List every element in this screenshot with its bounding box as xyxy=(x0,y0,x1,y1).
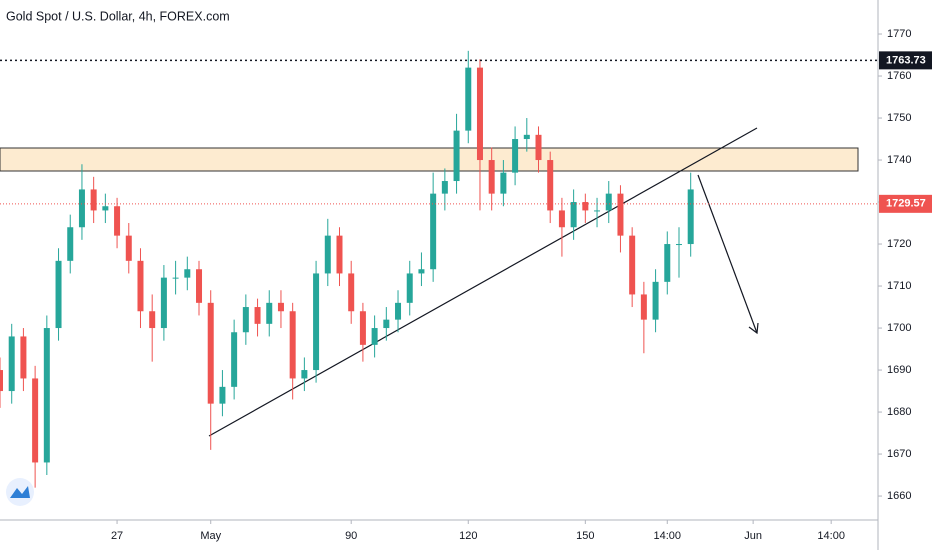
resistance-zone xyxy=(0,147,859,172)
candle-body xyxy=(20,336,27,379)
y-tick-label: 1740 xyxy=(887,154,911,166)
candle-body xyxy=(78,189,85,228)
candle-body xyxy=(476,67,483,161)
candle-body xyxy=(523,134,530,140)
forecast-arrow xyxy=(697,174,758,334)
x-tick-label: May xyxy=(200,530,221,542)
candle-body xyxy=(125,235,132,261)
candle-body xyxy=(406,273,413,303)
candle-body xyxy=(67,227,74,261)
candle-body xyxy=(441,181,448,194)
candle-body xyxy=(114,206,121,236)
candle-body xyxy=(301,370,308,379)
candle-body xyxy=(652,281,659,320)
candle-body xyxy=(55,260,62,329)
y-tick-label: 1700 xyxy=(887,322,911,334)
y-tick-label: 1720 xyxy=(887,238,911,250)
candle-body xyxy=(313,273,320,371)
logo xyxy=(6,478,34,506)
candle-body xyxy=(336,235,343,274)
y-tick-label: 1760 xyxy=(887,70,911,82)
candle-body xyxy=(149,311,156,329)
candle-body xyxy=(207,302,214,404)
price-label: 1763.73 xyxy=(886,54,926,66)
x-tick-label: Jun xyxy=(744,530,762,542)
candle-body xyxy=(266,302,273,324)
candle-body xyxy=(196,269,203,303)
x-tick-label: 120 xyxy=(459,530,477,542)
x-tick-label: 27 xyxy=(111,530,123,542)
y-tick-label: 1770 xyxy=(887,28,911,40)
candle-body xyxy=(219,386,226,404)
price-label-box xyxy=(879,51,932,70)
y-tick-label: 1680 xyxy=(887,406,911,418)
arrow-head xyxy=(748,322,759,335)
candle-body xyxy=(465,67,472,131)
candle-body xyxy=(640,294,647,320)
y-tick-label: 1670 xyxy=(887,448,911,460)
candle-body xyxy=(512,139,519,173)
candle-body xyxy=(617,193,624,236)
candle-body xyxy=(687,189,694,245)
candle-body xyxy=(675,244,682,246)
candle-body xyxy=(32,378,39,463)
candle-body xyxy=(102,206,109,211)
y-tick-label: 1690 xyxy=(887,364,911,376)
candle-body xyxy=(582,202,589,211)
candle-body xyxy=(242,307,249,333)
candle-body xyxy=(594,210,601,212)
candle-body xyxy=(664,244,671,282)
chart-title: Gold Spot / U.S. Dollar, 4h, FOREX.com xyxy=(6,9,230,23)
candle-body xyxy=(43,328,50,463)
candle-body xyxy=(172,277,179,279)
candle-body xyxy=(547,160,554,211)
candle-body xyxy=(359,311,366,345)
candle-body xyxy=(254,307,261,324)
candle-body xyxy=(418,269,425,274)
candle-body xyxy=(324,235,331,274)
candle-body xyxy=(488,160,495,194)
x-tick-label: 14:00 xyxy=(654,530,682,542)
candle-body xyxy=(371,328,378,345)
candle-body xyxy=(348,273,355,312)
trend-line xyxy=(208,127,758,437)
candle-body xyxy=(535,134,542,161)
y-tick-label: 1750 xyxy=(887,112,911,124)
y-tick-label: 1660 xyxy=(887,490,911,502)
candle-body xyxy=(430,193,437,270)
candle-body xyxy=(629,235,636,295)
candle-body xyxy=(383,319,390,329)
candle-body xyxy=(289,311,296,379)
price-label: 1729.57 xyxy=(886,198,926,210)
candle-body xyxy=(605,193,612,211)
candle-body xyxy=(453,130,460,182)
x-tick-label: 14:00 xyxy=(817,530,845,542)
x-tick-label: 150 xyxy=(576,530,594,542)
candle-body xyxy=(231,332,238,387)
candle-body xyxy=(90,189,97,211)
candle-body xyxy=(160,277,167,329)
candle-body xyxy=(395,302,402,320)
y-tick-label: 1710 xyxy=(887,280,911,292)
candle-body xyxy=(500,172,507,194)
candle-body xyxy=(0,370,3,392)
candle-body xyxy=(184,269,191,278)
candle-body xyxy=(277,302,284,312)
candle-body xyxy=(558,210,565,228)
price-label-box xyxy=(879,194,932,213)
candle-body xyxy=(137,260,144,312)
candle-body xyxy=(570,202,577,228)
x-tick-label: 90 xyxy=(345,530,357,542)
candle-body xyxy=(8,336,15,392)
